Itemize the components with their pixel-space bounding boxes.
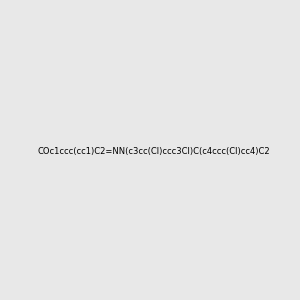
Text: COc1ccc(cc1)C2=NN(c3cc(Cl)ccc3Cl)C(c4ccc(Cl)cc4)C2: COc1ccc(cc1)C2=NN(c3cc(Cl)ccc3Cl)C(c4ccc… (38, 147, 270, 156)
